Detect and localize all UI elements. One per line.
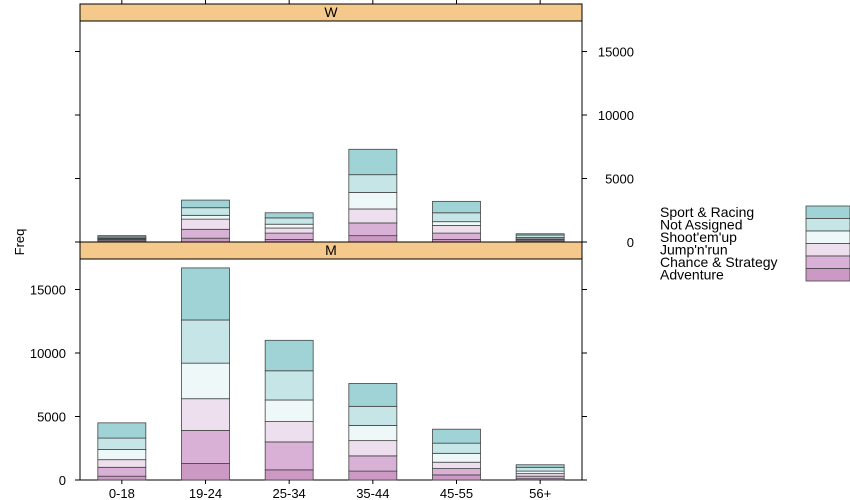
bar-segment [348,235,398,243]
x-tick-label: 45-55 [440,486,473,500]
legend-label: Chance & Strategy [660,254,778,270]
bar-segment [348,470,398,481]
bar-segment [264,223,314,229]
y-tick-label: 0 [59,473,66,488]
y-axis-title: Freq [12,229,27,256]
bar-segment [348,383,398,407]
bar-segment [432,452,481,463]
bar-segment [264,441,314,471]
bar-segment [97,475,147,481]
y-tick-label: 5000 [605,172,634,187]
legend-label: Sport & Racing [660,204,754,220]
bar-segment [97,449,147,461]
bar-segment [432,461,481,469]
bar-segment [264,399,314,422]
panel-frame [79,258,583,481]
legend-swatch [805,218,850,232]
x-tick-label: 19-24 [189,486,222,500]
bar-segment [264,370,314,401]
bar-segment [348,222,398,237]
bar-segment [432,221,481,226]
bar-segment [181,199,230,209]
bar-segment [264,212,314,219]
bar-segment [264,469,314,481]
bar-segment [432,428,481,444]
legend-label: Jump'n'run [660,242,728,258]
bar-segment [264,339,314,372]
bar-segment [515,466,565,472]
bar-segment [432,212,481,223]
legend-swatch [805,255,850,269]
legend-label: Shoot'em'up [660,229,737,245]
bar-segment [181,319,230,364]
bar-segment [432,474,481,481]
bar-segment [97,235,147,238]
bar-segment [348,174,398,193]
bar-segment [348,192,398,210]
bar-segment [348,424,398,442]
bar-segment [97,422,147,439]
bar-segment [97,437,147,450]
bar-segment [432,225,481,234]
panel-strip-label: W [324,4,338,20]
legend-label: Adventure [660,267,724,283]
bar-segment [348,455,398,472]
y-tick-label: 15000 [598,45,634,60]
panel-frame [79,20,583,243]
y-tick-label: 10000 [598,108,634,123]
y-tick-label: 10000 [30,346,66,361]
bar-segment [264,421,314,443]
bar-segment [97,466,147,477]
bar-segment [181,362,230,400]
bar-segment [181,218,230,230]
panel-strip-label: M [325,242,337,258]
bar-segment [432,442,481,454]
bar-segment [348,148,398,176]
bar-segment [432,232,481,240]
bar-segment [432,468,481,476]
y-tick-label: 5000 [37,410,66,425]
bar-segment [181,207,230,216]
bar-segment [432,200,481,214]
y-tick-label: 15000 [30,283,66,298]
bar-segment [181,398,230,431]
legend-swatch [805,268,850,282]
y-tick-label: 0 [627,235,634,250]
x-tick-label: 56+ [529,486,551,500]
legend-swatch [805,230,850,244]
bar-segment [181,463,230,481]
bar-segment [181,237,230,243]
legend-swatch [805,205,850,219]
bar-segment [181,228,230,239]
bar-segment [515,233,565,236]
x-tick-label: 25-34 [273,486,306,500]
x-tick-label: 35-44 [356,486,389,500]
bar-segment [264,217,314,225]
bar-segment [348,208,398,224]
bar-segment [97,459,147,468]
x-tick-label: 0-18 [109,486,135,500]
bar-segment [264,227,314,234]
bar-segment [181,430,230,464]
bar-segment [181,214,230,220]
bar-segment [348,405,398,426]
legend-label: Not Assigned [660,217,743,233]
bar-segment [515,464,565,468]
bar-segment [348,440,398,457]
bar-segment [264,232,314,240]
legend-swatch [805,243,850,257]
bar-segment [181,267,230,321]
